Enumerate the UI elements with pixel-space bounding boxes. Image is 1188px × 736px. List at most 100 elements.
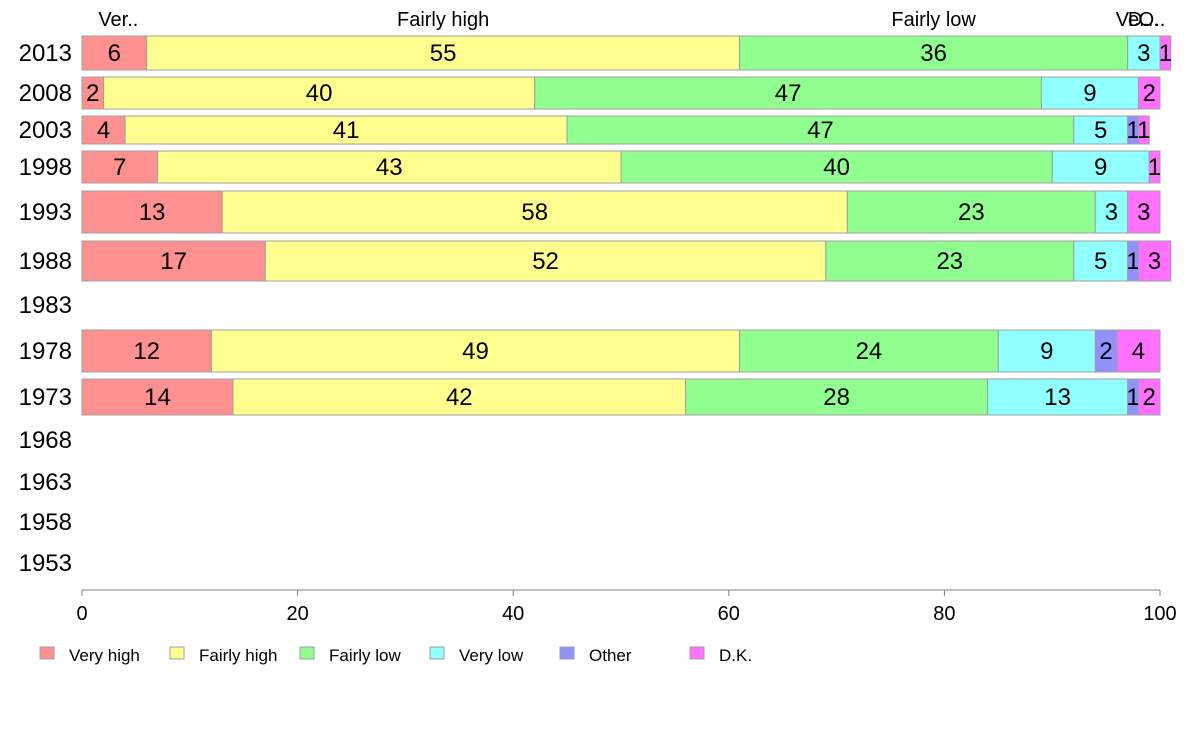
year-label: 1968 [19, 427, 72, 454]
year-label: 1993 [19, 199, 72, 226]
year-label: 1998 [19, 154, 72, 181]
bar-segment [739, 35, 1129, 71]
bar-value-label: 40 [306, 80, 333, 107]
bar-row: 14 42 28 13 1 2 [81, 378, 1161, 416]
bar-value-label: 14 [144, 384, 171, 411]
bar-segment [1127, 35, 1161, 71]
year-label: 2008 [19, 80, 72, 107]
top-category-label: Ve.. [1116, 9, 1150, 31]
legend-item: Other [559, 646, 632, 665]
legend-swatch [689, 646, 705, 660]
bar-value-label: 23 [936, 248, 963, 275]
year-label: 1973 [19, 384, 72, 411]
bar-segment [232, 378, 687, 416]
year-label: 1983 [19, 292, 72, 319]
legend-swatch [559, 646, 575, 660]
top-category-label: D... [1128, 9, 1159, 31]
bar-value-label: 17 [160, 248, 187, 275]
bar-segment [1094, 190, 1129, 234]
bar-value-label: 9 [1094, 154, 1107, 181]
legend-label: D.K. [719, 646, 752, 665]
legend-item: Fairly low [299, 646, 402, 665]
bar-value-label: 13 [1044, 384, 1071, 411]
top-category-labels: Ver.. Fairly high Fairly low Ve..O..D... [98, 9, 1165, 31]
year-label: 2013 [19, 40, 72, 67]
legend-item: Very low [429, 646, 524, 665]
bar-segment [1040, 76, 1139, 110]
bar-value-label: 1 [1126, 248, 1139, 275]
bar-value-label: 1 [1126, 117, 1139, 144]
bar-row: 13 58 23 3 3 [81, 190, 1161, 234]
bar-value-label: 41 [333, 117, 360, 144]
bar-segment [124, 115, 568, 145]
bar-value-label: 52 [532, 248, 559, 275]
year-label: 1988 [19, 248, 72, 275]
bar-value-label: 49 [462, 338, 489, 365]
year-label: 1958 [19, 509, 72, 536]
bar-value-label: 28 [823, 384, 850, 411]
bar-value-label: 1 [1148, 154, 1161, 181]
bar-value-label: 23 [958, 199, 985, 226]
bar-segment [534, 76, 1042, 110]
bar-value-label: 2 [1143, 384, 1156, 411]
legend-item: Fairly high [169, 646, 277, 665]
year-labels: 2013 2008 2003 1998 1993 1988 1983 1978 1973 1968… [19, 40, 72, 577]
bar-segment [987, 378, 1129, 416]
bar-segment [1148, 150, 1161, 184]
bar-value-label: 1 [1126, 384, 1139, 411]
bar-value-label: 9 [1083, 80, 1096, 107]
legend-item: D.K. [689, 646, 752, 665]
bar-segment [1159, 35, 1172, 71]
legend-item: Very high [39, 646, 140, 665]
bar-value-label: 7 [113, 154, 126, 181]
top-category-label: Fairly high [397, 9, 489, 31]
legend-label: Very high [69, 646, 140, 665]
bar-value-label: 5 [1094, 248, 1107, 275]
bar-row: 7 43 40 9 1 [81, 150, 1161, 184]
bar-value-label: 6 [108, 40, 121, 67]
bar-value-label: 1 [1137, 117, 1150, 144]
bar-value-label: 5 [1094, 117, 1107, 144]
legend-swatch [429, 646, 445, 660]
x-tick-label: 0 [76, 603, 87, 625]
x-tick-label: 60 [718, 603, 740, 625]
legend-label: Very low [459, 646, 524, 665]
legend-swatch [169, 646, 185, 660]
bar-segment [997, 329, 1096, 373]
bar-value-label: 3 [1105, 199, 1118, 226]
year-label: 1953 [19, 550, 72, 577]
bar-row: 6 55 36 3 1 [81, 35, 1172, 71]
bar-value-label: 3 [1137, 40, 1150, 67]
bar-segment [81, 35, 148, 71]
bar-segment [81, 240, 266, 282]
bar-segment [1137, 240, 1172, 282]
bar-segment [1127, 190, 1161, 234]
bar-segment [1073, 115, 1129, 145]
legend: Very high Fairly high Fairly low Very low Ot… [39, 646, 752, 665]
bar-value-label: 4 [97, 117, 110, 144]
bar-value-label: 24 [856, 338, 883, 365]
bar-segment [156, 150, 622, 184]
bar-value-label: 36 [920, 40, 947, 67]
bar-value-label: 2 [86, 80, 99, 107]
bar-value-label: 47 [807, 117, 834, 144]
year-label: 1978 [19, 338, 72, 365]
bar-value-label: 40 [823, 154, 850, 181]
bar-value-label: 3 [1148, 248, 1161, 275]
bar-segment [620, 150, 1053, 184]
legend-swatch [39, 646, 55, 660]
x-tick-label: 100 [1143, 603, 1176, 625]
bar-segment [81, 329, 212, 373]
bar-row: 4 41 47 5 11 [81, 115, 1151, 145]
x-tick-label: 20 [286, 603, 308, 625]
bar-value-label: 42 [446, 384, 473, 411]
bar-segment [81, 150, 158, 184]
top-category-label: O.. [1139, 9, 1166, 31]
bar-value-label: 55 [430, 40, 457, 67]
bar-segment [1137, 76, 1161, 110]
bar-segment [1073, 240, 1129, 282]
bar-value-label: 43 [376, 154, 403, 181]
year-label: 2003 [19, 117, 72, 144]
legend-swatch [299, 646, 315, 660]
